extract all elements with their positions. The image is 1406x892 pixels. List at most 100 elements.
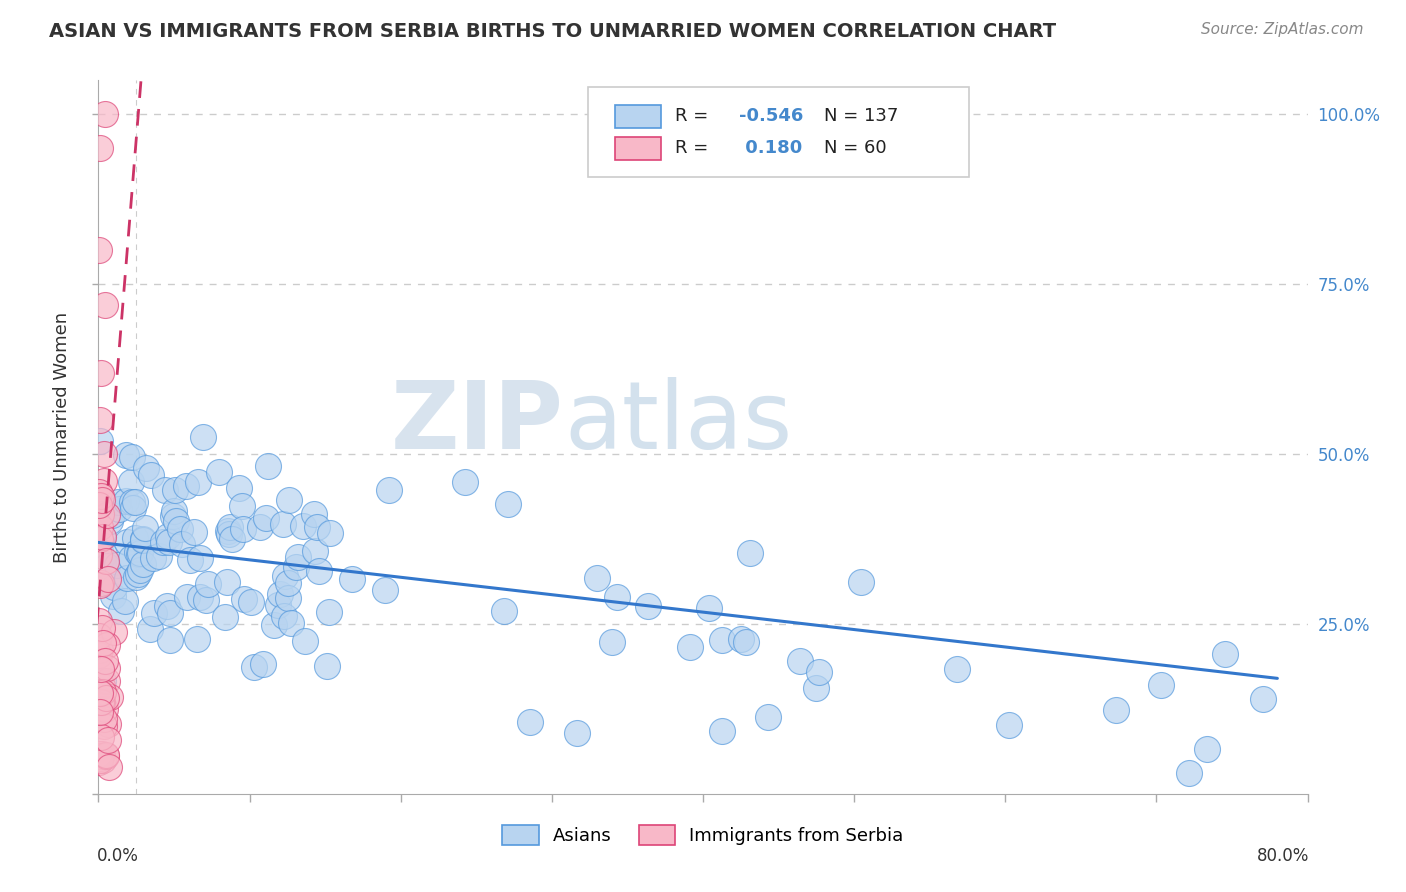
Point <box>87 615 110 629</box>
Point <box>107 494 129 508</box>
Point <box>89 648 111 662</box>
Point <box>1251 691 1274 706</box>
Point <box>135 461 157 475</box>
Point <box>96 559 118 574</box>
Point <box>240 595 263 609</box>
Text: 0.180: 0.180 <box>740 139 803 157</box>
Point <box>1195 742 1218 756</box>
Point <box>188 550 211 565</box>
Point <box>243 660 266 674</box>
Point <box>96 661 118 675</box>
Point <box>89 413 111 427</box>
Point <box>711 632 734 647</box>
Point <box>186 632 208 646</box>
Point <box>254 511 277 525</box>
Point <box>120 551 142 566</box>
Point <box>132 558 155 572</box>
Point <box>89 684 111 698</box>
Point <box>183 524 205 539</box>
Point <box>208 466 231 480</box>
Point <box>89 751 111 765</box>
Point <box>163 504 186 518</box>
Point <box>374 582 396 597</box>
Text: atlas: atlas <box>564 376 792 469</box>
FancyBboxPatch shape <box>614 136 661 161</box>
Point <box>148 549 170 563</box>
Point <box>90 695 112 709</box>
Point <box>172 537 194 551</box>
Point <box>103 580 125 594</box>
Point <box>90 679 112 693</box>
Point <box>849 575 872 590</box>
Point <box>91 621 114 635</box>
Point <box>89 753 111 767</box>
Point <box>155 483 177 497</box>
Point <box>97 572 120 586</box>
Point <box>316 658 339 673</box>
Point <box>159 633 181 648</box>
Point <box>998 717 1021 731</box>
Text: ASIAN VS IMMIGRANTS FROM SERBIA BIRTHS TO UNMARRIED WOMEN CORRELATION CHART: ASIAN VS IMMIGRANTS FROM SERBIA BIRTHS T… <box>49 22 1056 41</box>
Point <box>128 547 150 561</box>
Point <box>96 690 118 705</box>
Point <box>89 705 111 719</box>
Point <box>318 525 340 540</box>
Point <box>606 591 628 605</box>
Point <box>120 475 142 489</box>
Text: N = 137: N = 137 <box>824 107 898 125</box>
Point <box>232 591 254 606</box>
Point <box>156 599 179 613</box>
Point <box>117 571 139 585</box>
Text: Source: ZipAtlas.com: Source: ZipAtlas.com <box>1201 22 1364 37</box>
Point <box>134 521 156 535</box>
Point <box>127 566 149 581</box>
Point <box>90 489 112 503</box>
Point <box>740 546 762 560</box>
Point <box>87 548 110 562</box>
Point <box>89 532 111 546</box>
Point <box>711 724 734 739</box>
Point <box>115 535 138 549</box>
Point <box>96 639 118 653</box>
Point <box>90 730 112 744</box>
Point <box>100 514 122 528</box>
Point <box>232 522 254 536</box>
Point <box>156 529 179 543</box>
Point <box>93 713 115 727</box>
Text: 80.0%: 80.0% <box>1257 847 1309 865</box>
Point <box>252 657 274 672</box>
Point <box>586 571 609 585</box>
Point <box>565 726 588 740</box>
Point <box>94 702 117 716</box>
Point <box>89 141 111 155</box>
Point <box>93 547 115 561</box>
Point <box>157 534 180 549</box>
Point <box>756 710 779 724</box>
Point <box>97 760 120 774</box>
Point <box>132 532 155 546</box>
Point <box>87 747 110 761</box>
Point <box>378 483 401 498</box>
Point <box>89 642 111 657</box>
Point <box>98 690 121 704</box>
Point <box>294 634 316 648</box>
Point <box>308 565 330 579</box>
Point <box>256 458 278 473</box>
Point <box>96 508 118 522</box>
Point <box>90 576 112 591</box>
Point <box>91 685 114 699</box>
Text: R =: R = <box>675 139 714 157</box>
Point <box>1150 678 1173 692</box>
Point <box>679 640 702 654</box>
Point <box>94 748 117 763</box>
Point <box>108 501 131 516</box>
Point <box>89 691 111 706</box>
Point <box>278 492 301 507</box>
Point <box>221 533 243 547</box>
Point <box>89 686 111 700</box>
Point <box>93 475 115 489</box>
Point <box>122 500 145 515</box>
Point <box>1105 703 1128 717</box>
Point <box>454 475 477 489</box>
Point <box>287 549 309 564</box>
